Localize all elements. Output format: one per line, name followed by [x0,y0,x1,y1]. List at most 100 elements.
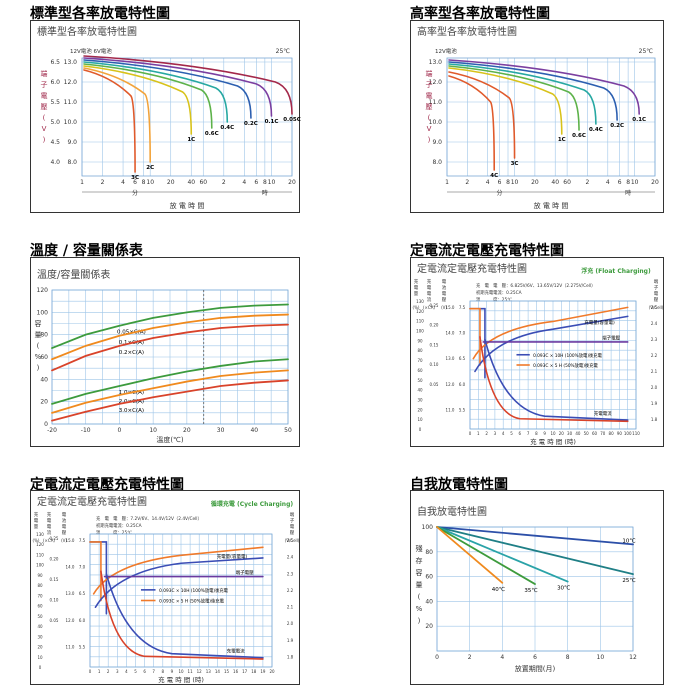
hr-y-axis-label: V [427,125,432,133]
temp-plot-frame [51,289,289,425]
float-volt-orange [469,307,481,366]
std-y6-tick-label: 4.5 [50,139,60,146]
cycle-label-current: 充電電流 [227,647,245,654]
self-series-10℃ [436,526,634,546]
cycle-x-tick-label: 18 [251,669,257,674]
temp-y-tick-label: 80 [40,332,48,339]
float-batt-tick: 7.5 [459,305,466,310]
std-unit-hour: 時 [262,189,268,197]
cycle-x-tick-label: 3 [116,669,119,674]
std-y6-tick-label: 6.5 [50,59,60,66]
hr-y-axis-label: ( [428,114,431,122]
cycle-info-line: 溫 度：25℃ [96,529,132,536]
temp-series-5 [51,379,289,422]
std-x-tick-label: 60 [199,179,207,186]
float-charge-tick: 10 [417,417,423,422]
hr-plot-frame [446,57,656,177]
cycle-cell-tick: 2.4 [287,555,294,560]
hr-x-tick-label: 4 [606,179,610,186]
std-series-0.6C [83,63,213,129]
temp-x-tick-label: 0 [118,427,122,434]
cycle-batt-tick: 5.5 [79,644,86,649]
cycle-cell-tick: 2.3 [287,571,294,576]
temp-x-tick-label: 10 [149,427,157,434]
std-x-tick-label: 20 [288,179,296,186]
box-title: 溫度/容量關係表 [37,270,111,281]
std-y-axis-label: ( [43,114,46,122]
cycle-col-header: 池 [62,517,67,524]
float-batt-tick: 12.0 [446,382,455,387]
float-x-tick-label: 80 [609,431,615,436]
self-y-tick-label: 60 [425,574,433,581]
float-charge-tick: 120 [416,309,424,314]
cycle-col-header: 電 [47,518,52,524]
hr-y-tick-label: 9.0 [432,139,442,146]
float-current-tick: 0.15 [430,342,439,347]
float-legend-text: 0.093C × 10H (100%放電)後充電 [533,352,603,359]
hr-x-tick-label: 8 [626,179,630,186]
float-legend-text: 0.093C × 5 H (50%放電)後充電 [533,362,598,369]
cycle-charge-tick: 10 [37,655,43,660]
cycle-col-header: 電 [62,512,67,518]
cycle-current-tick: 0.25 [50,536,59,541]
std-y6-tick-label: 6.0 [50,79,60,86]
std-x-tick-label: 6 [133,179,137,186]
float-label-current: 充電電流 [594,410,612,417]
float-cell-tick: 2.3 [651,337,658,342]
box-title: 自我放電特性圖 [417,507,487,518]
temp-x-tick-label: 20 [183,427,191,434]
cycle-x-tick-label: 4 [125,669,128,674]
self-x-tick-label: 6 [533,654,537,661]
cycle-col-header: 充 [47,511,52,518]
std-x-tick-label: 2 [222,179,226,186]
cycle-x-tick-label: 9 [171,669,174,674]
cycle-col-header: 量 [34,523,39,530]
std-series-3C [83,69,136,173]
float-label-term: 端子電壓 [602,334,620,341]
hr-header-right: 25℃ [639,48,654,55]
float-col-header: 電 [427,285,432,291]
hr-series-0.2C [448,61,618,121]
float-x-tick-label: 1 [477,431,480,436]
std-series-label-0.1C: 0.1C [265,119,279,125]
cycle-col-unit: (V/Cell) [285,538,300,543]
cycle-label-charge: 充電量(容量電) [217,553,248,560]
float-x-tick-label: 0 [469,431,472,436]
chart-box-standard: 標準型各率放電特性圖 [30,20,300,213]
temp-y-axis-label: % [35,353,42,361]
hr-series-label-3C: 3C [511,161,519,167]
cycle-charge-tick: 40 [37,624,43,629]
hr-series-label-0.2C: 0.2C [610,123,624,129]
self-series-label: 25℃ [622,577,635,584]
chart-box-self-discharge: 自我放電特性圖 [410,490,664,685]
temp-series-2 [51,323,289,372]
temp-y-axis-label: 容 [35,319,42,328]
std-series-2C [83,67,151,163]
float-x-tick-label: 50 [584,431,590,436]
float-info-line: 充 電 電 壓：6.825V/6V、13.65V/12V（2.275V/Cell… [476,282,595,289]
cycle-col-unit: (×CA) [43,538,55,543]
std-x-tick-label: 1 [80,179,84,186]
hr-x-tick-label: 6 [498,179,502,186]
float-x-tick-label: 60 [592,431,598,436]
hr-y-tick-label: 8.0 [432,159,442,166]
temp-y-tick-label: 20 [40,399,48,406]
float-batt-tick: 7.0 [459,331,466,336]
chart-box-highrate: 高率型各率放電特性圖 [410,20,664,213]
std-y-axis-label: 端 [41,69,48,78]
temp-y-tick-label: 100 [37,309,49,316]
cycle-x-tick-label: 5 [134,669,137,674]
cycle-x-tick-label: 13 [206,669,212,674]
float-current-tick: 0.20 [430,323,439,328]
temp-series-label: 0.2×C(A) [119,350,144,356]
hr-x-tick-label: 8 [506,179,510,186]
std-y6-tick-label: 5.5 [50,99,60,106]
hr-x-tick-label: 10 [631,179,639,186]
std-y-tick-label: 10.0 [64,119,78,126]
float-x-tick-label: 30 [567,431,573,436]
self-plot-frame [436,526,634,652]
std-x-tick-label: 10 [268,179,276,186]
std-y-axis-label: 壓 [41,103,48,111]
float-cell-tick: 1.9 [651,401,658,406]
cycle-label-term: 端子電壓 [236,569,254,576]
